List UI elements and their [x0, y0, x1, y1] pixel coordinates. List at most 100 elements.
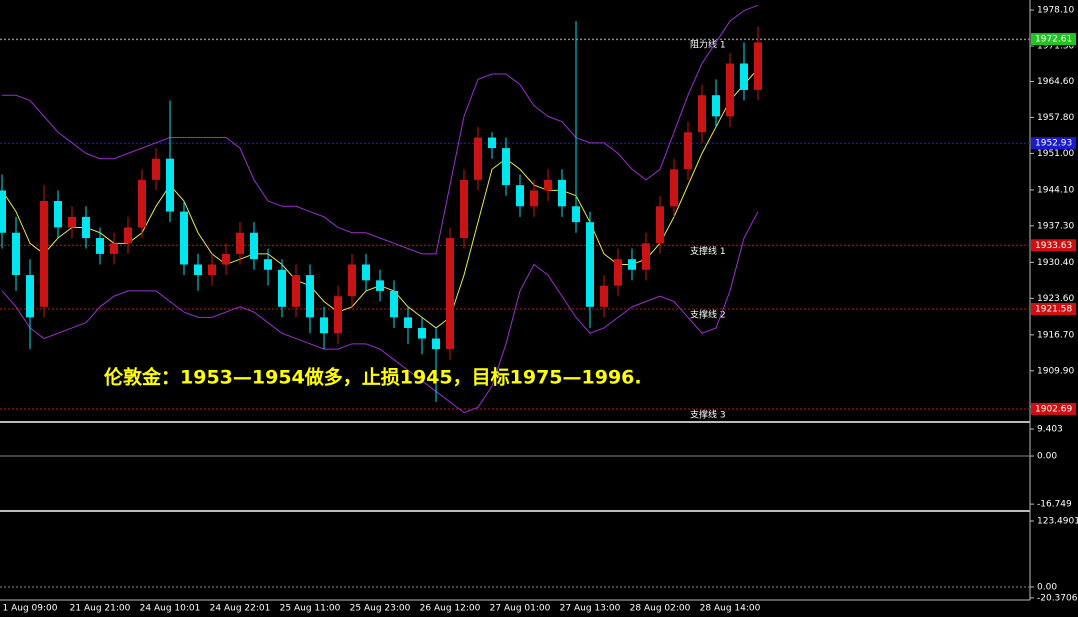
y-tick-label: -16.749: [1037, 500, 1072, 510]
candle-body: [26, 275, 34, 318]
level-label: 1921.58: [1035, 305, 1072, 315]
candle-body: [628, 259, 636, 270]
candle-body: [712, 95, 720, 117]
candle-body: [530, 190, 538, 207]
candle-body: [684, 132, 692, 170]
x-tick-label: 28 Aug 02:00: [630, 604, 691, 614]
x-tick-label: 27 Aug 13:00: [560, 604, 621, 614]
candle-body: [82, 216, 90, 239]
level-name: 支撑线 1: [690, 245, 726, 257]
y-tick-label: 9.403: [1037, 425, 1063, 435]
level-label: 1972.61: [1035, 35, 1072, 45]
y-tick-label: 1937.30: [1037, 221, 1074, 231]
candle-body: [726, 63, 734, 117]
candle-body: [642, 243, 650, 270]
candle-body: [670, 169, 678, 207]
candle-body: [488, 137, 496, 149]
candle-body: [572, 206, 580, 223]
y-tick-label: 0.00: [1037, 452, 1057, 462]
candle-body: [40, 201, 48, 307]
y-tick-label: 1957.80: [1037, 113, 1074, 123]
level-box: [1031, 239, 1076, 252]
x-tick-label: 28 Aug 14:00: [700, 604, 761, 614]
x-tick-label: 25 Aug 11:00: [280, 604, 341, 614]
candle-body: [446, 238, 454, 350]
candle-body: [54, 201, 62, 228]
level-label: 1952.93: [1035, 139, 1072, 149]
candle-body: [96, 238, 104, 254]
candle-body: [110, 243, 118, 254]
indicator-line: [1, 211, 759, 414]
candle-body: [138, 179, 146, 228]
candle-body: [250, 232, 258, 260]
candle-body: [698, 95, 706, 133]
candle-body: [600, 285, 608, 307]
y-tick-label: 1909.90: [1037, 366, 1074, 376]
y-tick-label: 1923.60: [1037, 294, 1074, 304]
level-box: [1031, 303, 1076, 316]
candle-body: [586, 222, 594, 307]
candle-body: [362, 264, 370, 281]
level-name: 支撑线 2: [690, 309, 726, 321]
candle-body: [12, 232, 20, 276]
x-tick-label: 1 Aug 09:00: [3, 604, 58, 614]
candle-body: [558, 179, 566, 207]
candle-body: [320, 317, 328, 334]
y-tick-label: 1971.30: [1037, 42, 1074, 52]
x-tick-label: 21 Aug 21:00: [70, 604, 131, 614]
level-box: [1031, 402, 1076, 415]
candle-body: [348, 264, 356, 297]
candle-body: [152, 158, 160, 180]
candle-body: [222, 253, 230, 265]
candle-body: [418, 327, 426, 339]
candle-body: [460, 179, 468, 239]
candle-body: [166, 158, 174, 212]
level-name: 阻力线 1: [690, 39, 726, 51]
candle-body: [754, 42, 762, 90]
y-tick-label: 0.00: [1037, 582, 1057, 592]
candle-body: [376, 280, 384, 291]
y-tick-label: 1951.00: [1037, 149, 1074, 159]
candle-body: [278, 269, 286, 307]
candle-body: [614, 259, 622, 286]
candle-body: [432, 338, 440, 350]
candle-body: [390, 290, 398, 318]
candle-body: [656, 206, 664, 244]
y-tick-label: 1944.10: [1037, 185, 1074, 195]
candle-body: [516, 185, 524, 207]
candle-body: [236, 232, 244, 254]
candle-body: [0, 190, 6, 233]
candle-body: [334, 296, 342, 334]
level-name: 支撑线 3: [690, 408, 726, 420]
y-tick-label: 123.4901: [1037, 517, 1078, 527]
candle-body: [474, 137, 482, 180]
candle-body: [180, 211, 188, 265]
y-tick-label: 1916.70: [1037, 330, 1074, 340]
x-tick-label: 24 Aug 22:01: [210, 604, 271, 614]
separator: [0, 421, 1030, 423]
candle-body: [194, 264, 202, 276]
candle-body: [740, 63, 748, 90]
candle-body: [292, 275, 300, 307]
y-tick-label: 1978.10: [1037, 6, 1074, 16]
candle-body: [306, 275, 314, 318]
level-label: 1902.69: [1035, 404, 1072, 414]
candle-body: [544, 179, 552, 191]
candle-body: [502, 148, 510, 186]
x-tick-label: 27 Aug 01:00: [490, 604, 551, 614]
candle-body: [68, 216, 76, 228]
x-tick-label: 24 Aug 10:01: [140, 604, 201, 614]
level-label: 1933.63: [1035, 241, 1072, 251]
y-tick-label: 1964.60: [1037, 77, 1074, 87]
candle-body: [264, 259, 272, 270]
candle-body: [124, 227, 132, 244]
candle-body: [404, 317, 412, 328]
level-box: [1031, 137, 1076, 150]
x-tick-label: 25 Aug 23:00: [350, 604, 411, 614]
y-tick-label: -20.3706: [1037, 593, 1078, 603]
indicator-line: [2, 4, 759, 255]
candle-body: [208, 264, 216, 276]
y-tick-label: 1930.40: [1037, 258, 1074, 268]
